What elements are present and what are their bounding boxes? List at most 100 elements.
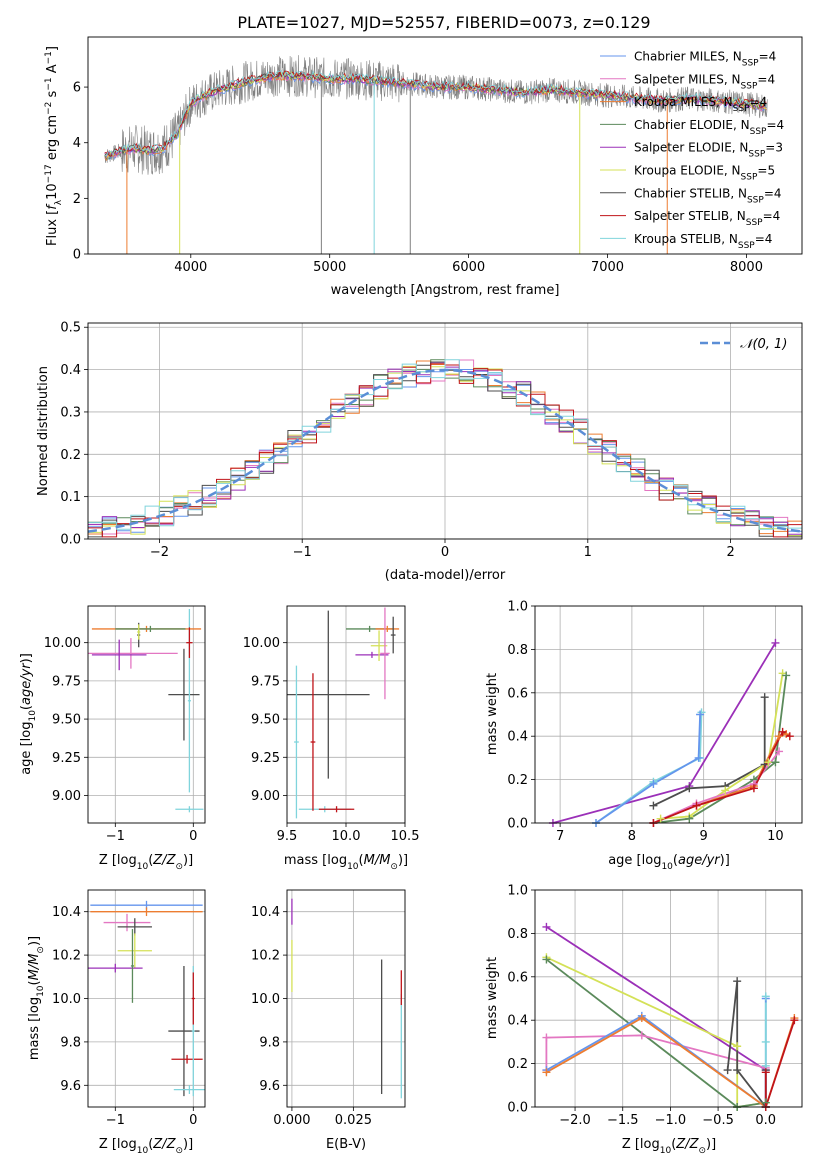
axes-mass-vs-ebv: 0.000 0.025 9.6 9.8 10.0 10.2 10.4 E(B-V) <box>251 889 406 1152</box>
y-tick-label: 10.00 <box>44 636 81 651</box>
x-tick-label: 7000 <box>591 260 624 275</box>
y-tick-label: 9.6 <box>60 1079 81 1094</box>
y-tick-label: 9.50 <box>52 713 81 728</box>
weight-marker <box>694 753 703 762</box>
weight-marker <box>637 1014 646 1023</box>
plot-area <box>535 606 802 823</box>
x-axis-label: Z [log10(Z/Z⊙)] <box>99 1137 193 1156</box>
weight-marker <box>761 992 770 1001</box>
weight-marker <box>542 1033 551 1042</box>
y-axis-label: mass weight <box>485 673 500 755</box>
legend-label: Salpeter ELODIE, NSSP=3 <box>634 141 783 160</box>
weight-marker <box>733 1066 742 1075</box>
plot-area <box>88 890 205 1107</box>
y-tick-label: 9.6 <box>259 1079 280 1094</box>
y-tick-label: 0.6 <box>507 686 528 701</box>
weight-marker <box>771 758 780 767</box>
axes-weight-vs-Z: −2.0 −1.5 −1.0 −0.5 0.0 0.0 0.2 0.4 0.6 0.8 1.0 Z [… <box>485 884 803 1156</box>
y-axis-label: mass weight <box>485 957 500 1039</box>
x-tick-label: −1.5 <box>607 1113 639 1128</box>
axes-frame <box>286 889 406 1108</box>
x-axis-label: wavelength [Angstrom, rest frame] <box>331 283 560 298</box>
y-tick-label: 9.8 <box>259 1035 280 1050</box>
weight-marker <box>775 732 784 741</box>
plot-area <box>88 606 205 823</box>
y-tick-label: 1.0 <box>507 600 528 615</box>
axes-weight-vs-age: 7 8 9 10 0.0 0.2 0.4 0.6 0.8 1.0 age [log10(age/yr… <box>485 600 803 872</box>
y-tick-label: 0.1 <box>60 490 81 505</box>
y-tick-label: 0.4 <box>507 1014 528 1029</box>
axes-residuals: −2 −1 0 1 2 0.0 0.1 0.2 0.3 0.4 0.5 (data-model)/er… <box>36 321 803 583</box>
weight-marker <box>542 955 551 964</box>
x-tick-label: 9.5 <box>277 829 298 844</box>
x-tick-label: 0.0 <box>755 1113 776 1128</box>
x-tick-label: 2 <box>726 545 734 560</box>
y-tick-label: 0.6 <box>507 970 528 985</box>
axes-mass-vs-Z: −1 0 9.6 9.8 10.0 10.2 10.4 Z [log10(Z/Z⊙)] mass… <box>27 889 206 1156</box>
y-tick-label: 10.0 <box>52 992 81 1007</box>
y-tick-label: 4 <box>73 136 81 151</box>
weight-marker <box>721 786 730 795</box>
plot-area <box>287 606 405 823</box>
axes-frame <box>87 36 803 255</box>
y-tick-label: 10.00 <box>243 636 280 651</box>
x-tick-label: 10 <box>767 829 784 844</box>
axes-age-vs-mass: 9.5 10.0 10.5 9.00 9.25 9.50 9.75 10.00 mass [lo… <box>243 605 420 872</box>
x-tick-label: 0 <box>441 545 449 560</box>
x-axis-label: mass [log10(M/M⊙)] <box>284 853 408 872</box>
weight-marker <box>692 801 701 810</box>
weight-marker <box>685 814 694 823</box>
y-tick-label: 2 <box>73 192 81 207</box>
y-tick-label: 0.0 <box>507 1101 528 1116</box>
y-tick-label: 0.2 <box>507 1057 528 1072</box>
weight-marker <box>733 977 742 986</box>
y-tick-label: 9.00 <box>251 789 280 804</box>
x-tick-label: 6000 <box>452 260 485 275</box>
x-tick-label: 9 <box>700 829 708 844</box>
weight-marker <box>782 671 791 680</box>
axes-frame <box>87 605 206 824</box>
weight-marker <box>775 747 784 756</box>
weight-marker <box>761 1037 770 1046</box>
weight-line <box>595 714 701 823</box>
y-tick-label: 10.2 <box>251 949 280 964</box>
y-tick-label: 0.0 <box>60 533 81 548</box>
x-tick-label: 10.5 <box>391 829 420 844</box>
weight-line <box>764 1019 796 1107</box>
weight-marker <box>733 1042 742 1051</box>
weight-marker <box>649 779 658 788</box>
y-tick-label: 10.4 <box>251 905 280 920</box>
y-tick-label: 9.00 <box>52 789 81 804</box>
y-tick-label: 9.25 <box>251 751 280 766</box>
x-tick-label: −1 <box>293 545 312 560</box>
weight-line <box>653 733 787 823</box>
axes-frame <box>534 605 803 824</box>
x-tick-label: 1 <box>584 545 592 560</box>
weight-marker <box>656 814 665 823</box>
x-tick-label: 4000 <box>174 260 207 275</box>
legend-label: Chabrier MILES, NSSP=4 <box>634 50 776 69</box>
axes-frame <box>534 889 803 1108</box>
y-tick-label: 0.8 <box>507 643 528 658</box>
y-tick-label: 10.4 <box>52 905 81 920</box>
x-tick-label: −0.5 <box>702 1113 734 1128</box>
y-tick-label: 0.3 <box>60 405 81 420</box>
weight-marker <box>761 1068 770 1077</box>
y-tick-label: 0.4 <box>507 730 528 745</box>
y-tick-label: 9.75 <box>52 674 81 689</box>
y-axis-label: Flux [fλ10−17 erg cm−2 s−1 A−1] <box>44 46 64 246</box>
weight-line <box>545 1034 767 1107</box>
x-tick-label: 0 <box>189 829 197 844</box>
weight-line <box>546 956 766 1107</box>
weight-line <box>545 958 766 1107</box>
y-axis-label: mass [log10(M/M⊙)] <box>27 936 46 1060</box>
weight-marker <box>696 710 705 719</box>
plot-area <box>104 55 768 254</box>
plot-area <box>287 890 405 1107</box>
plot-area <box>88 323 802 539</box>
weight-marker <box>649 801 658 810</box>
y-tick-label: 0 <box>73 248 81 263</box>
y-tick-label: 0.4 <box>60 363 81 378</box>
x-tick-label: −1 <box>106 1113 125 1128</box>
